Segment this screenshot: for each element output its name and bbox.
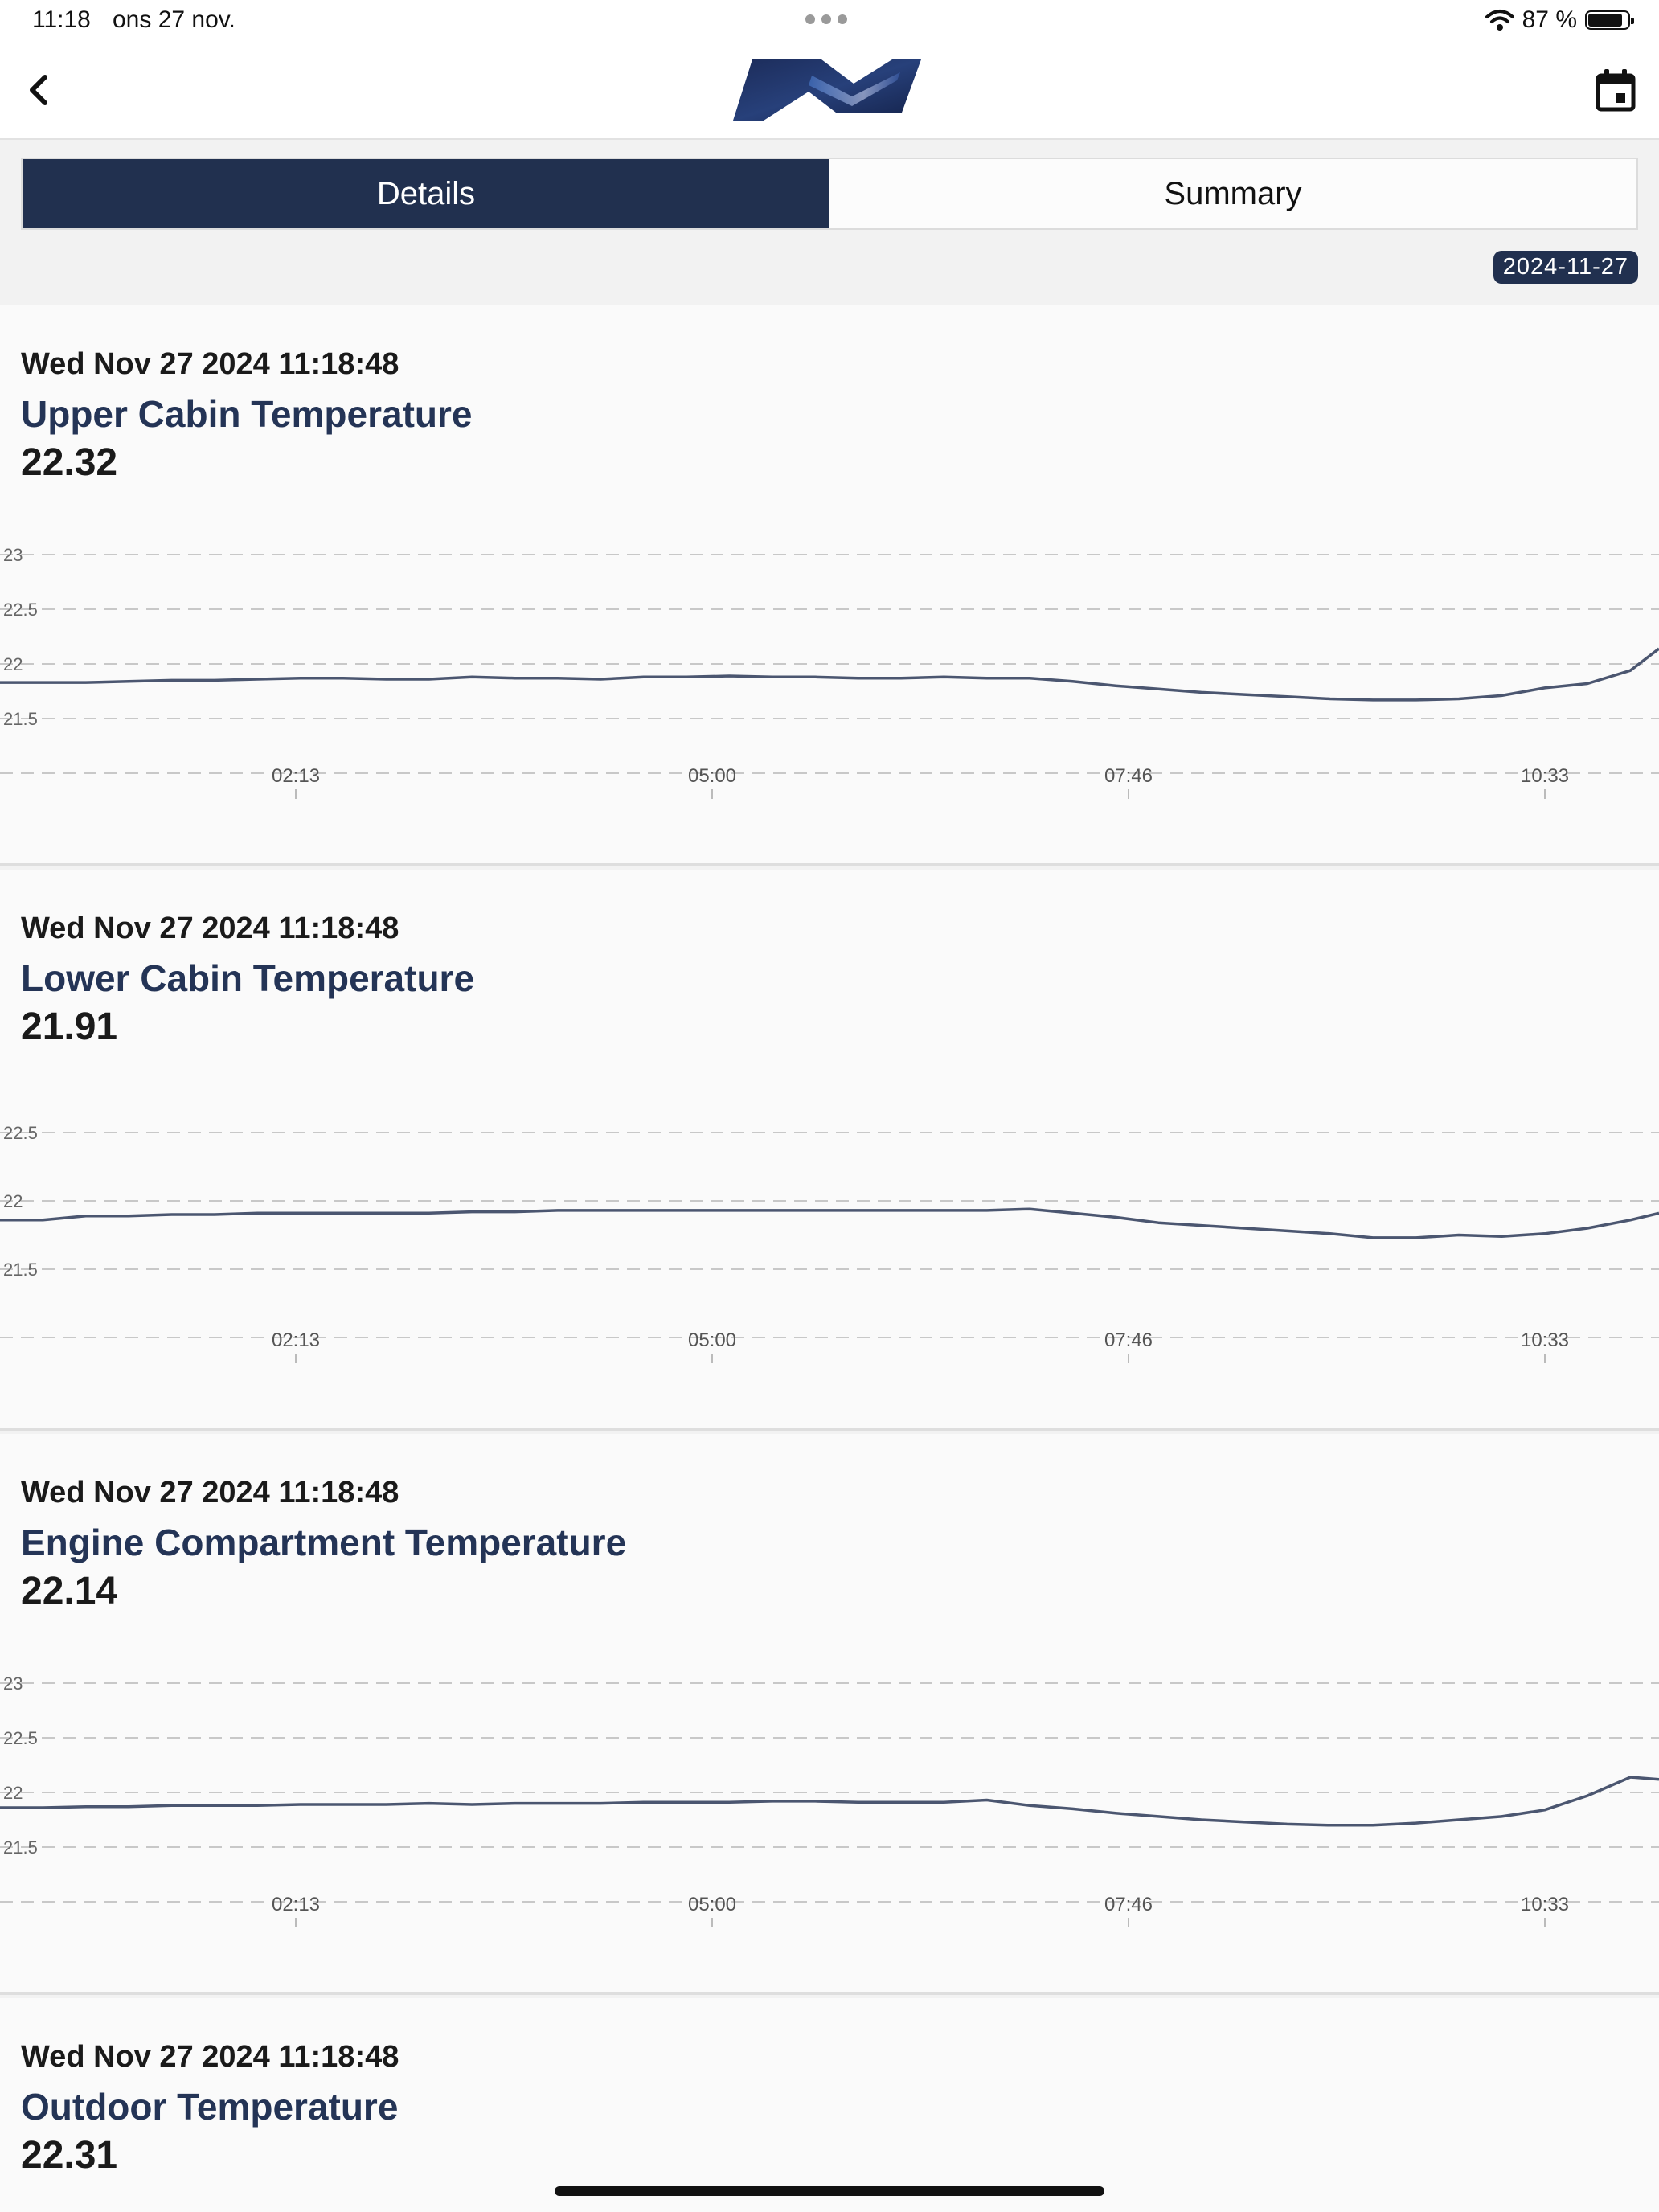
sensor-value: 22.32: [21, 441, 118, 484]
chevron-left-icon[interactable]: [18, 68, 63, 113]
y-tick-label: 22: [3, 654, 23, 674]
y-tick-label: 22.5: [3, 1728, 38, 1748]
series-line: [0, 1776, 1659, 1827]
sensor-value: 22.31: [21, 2134, 118, 2177]
y-tick-label: 21.5: [3, 1260, 38, 1280]
x-tick-label: 02:13: [272, 1894, 320, 1915]
y-tick-label: 22.5: [3, 1123, 38, 1143]
sensor-title: Engine Compartment Temperature: [21, 1522, 627, 1563]
sensor-title: Lower Cabin Temperature: [21, 957, 475, 999]
x-tick-label: 05:00: [688, 1329, 736, 1351]
status-date: ons 27 nov.: [113, 6, 236, 33]
x-tick-label: 05:00: [688, 1894, 736, 1915]
tab-details[interactable]: Details: [23, 159, 830, 228]
sensor-timestamp: Wed Nov 27 2024 11:18:48: [21, 347, 399, 381]
x-tick-label: 02:13: [272, 765, 320, 787]
status-bar: 11:18 ons 27 nov. 87 %: [0, 0, 1659, 45]
multitasking-dots-icon[interactable]: [805, 14, 847, 24]
status-time: 11:18: [32, 6, 91, 33]
x-tick-label: 07:46: [1104, 1894, 1153, 1915]
battery-percent: 87 %: [1522, 6, 1577, 33]
x-tick-label: 02:13: [272, 1329, 320, 1351]
y-tick-label: 23: [3, 545, 23, 565]
series-line: [0, 647, 1659, 702]
brand-logo: [733, 59, 921, 121]
y-tick-label: 21.5: [3, 709, 38, 729]
temperature-chart[interactable]: 23 22.5 22 21.5 02:13 05:00 07:46 10:33: [0, 1667, 1659, 1989]
x-tick-label: 10:33: [1521, 1329, 1569, 1351]
x-tick-label: 10:33: [1521, 765, 1569, 787]
y-tick-label: 22: [3, 1191, 23, 1211]
y-tick-label: 21.5: [3, 1837, 38, 1858]
tab-summary[interactable]: Summary: [830, 159, 1636, 228]
sensor-card-lower-cabin: Wed Nov 27 2024 11:18:48 Lower Cabin Tem…: [0, 870, 1659, 1431]
nav-bar: [0, 45, 1659, 140]
home-indicator[interactable]: [555, 2186, 1104, 2196]
wifi-icon: [1485, 10, 1514, 31]
battery-icon: [1585, 10, 1634, 30]
temperature-chart[interactable]: 22.5 22 21.5 02:13 05:00 07:46 10:33: [0, 1103, 1659, 1424]
x-tick-label: 07:46: [1104, 765, 1153, 787]
sensor-title: Upper Cabin Temperature: [21, 393, 473, 435]
y-tick-label: 22.5: [3, 600, 38, 620]
calendar-icon[interactable]: [1591, 66, 1640, 114]
sensor-timestamp: Wed Nov 27 2024 11:18:48: [21, 1476, 399, 1509]
series-line: [0, 1207, 1659, 1239]
sensor-value: 21.91: [21, 1006, 118, 1048]
sensor-title: Outdoor Temperature: [21, 2086, 399, 2128]
y-tick-label: 23: [3, 1673, 23, 1694]
temperature-chart[interactable]: 23 22.5 22 21.5 02:13 05:00 07:46 10:33: [0, 539, 1659, 860]
sensor-card-engine-compartment: Wed Nov 27 2024 11:18:48 Engine Compartm…: [0, 1434, 1659, 1995]
x-tick-label: 05:00: [688, 765, 736, 787]
sensor-card-outdoor: Wed Nov 27 2024 11:18:48 Outdoor Tempera…: [0, 1998, 1659, 2212]
y-tick-label: 22: [3, 1783, 23, 1803]
status-right: 87 %: [1485, 6, 1634, 34]
selected-date-badge[interactable]: 2024-11-27: [1493, 251, 1638, 284]
sensor-value: 22.14: [21, 1570, 118, 1612]
x-tick-label: 07:46: [1104, 1329, 1153, 1351]
segmented-control: Details Summary: [21, 158, 1638, 230]
tab-area: Details Summary 2024-11-27: [0, 140, 1659, 305]
sensor-timestamp: Wed Nov 27 2024 11:18:48: [21, 2040, 399, 2074]
sensor-card-upper-cabin: Wed Nov 27 2024 11:18:48 Upper Cabin Tem…: [0, 305, 1659, 866]
x-tick-label: 10:33: [1521, 1894, 1569, 1915]
sensor-timestamp: Wed Nov 27 2024 11:18:48: [21, 911, 399, 945]
